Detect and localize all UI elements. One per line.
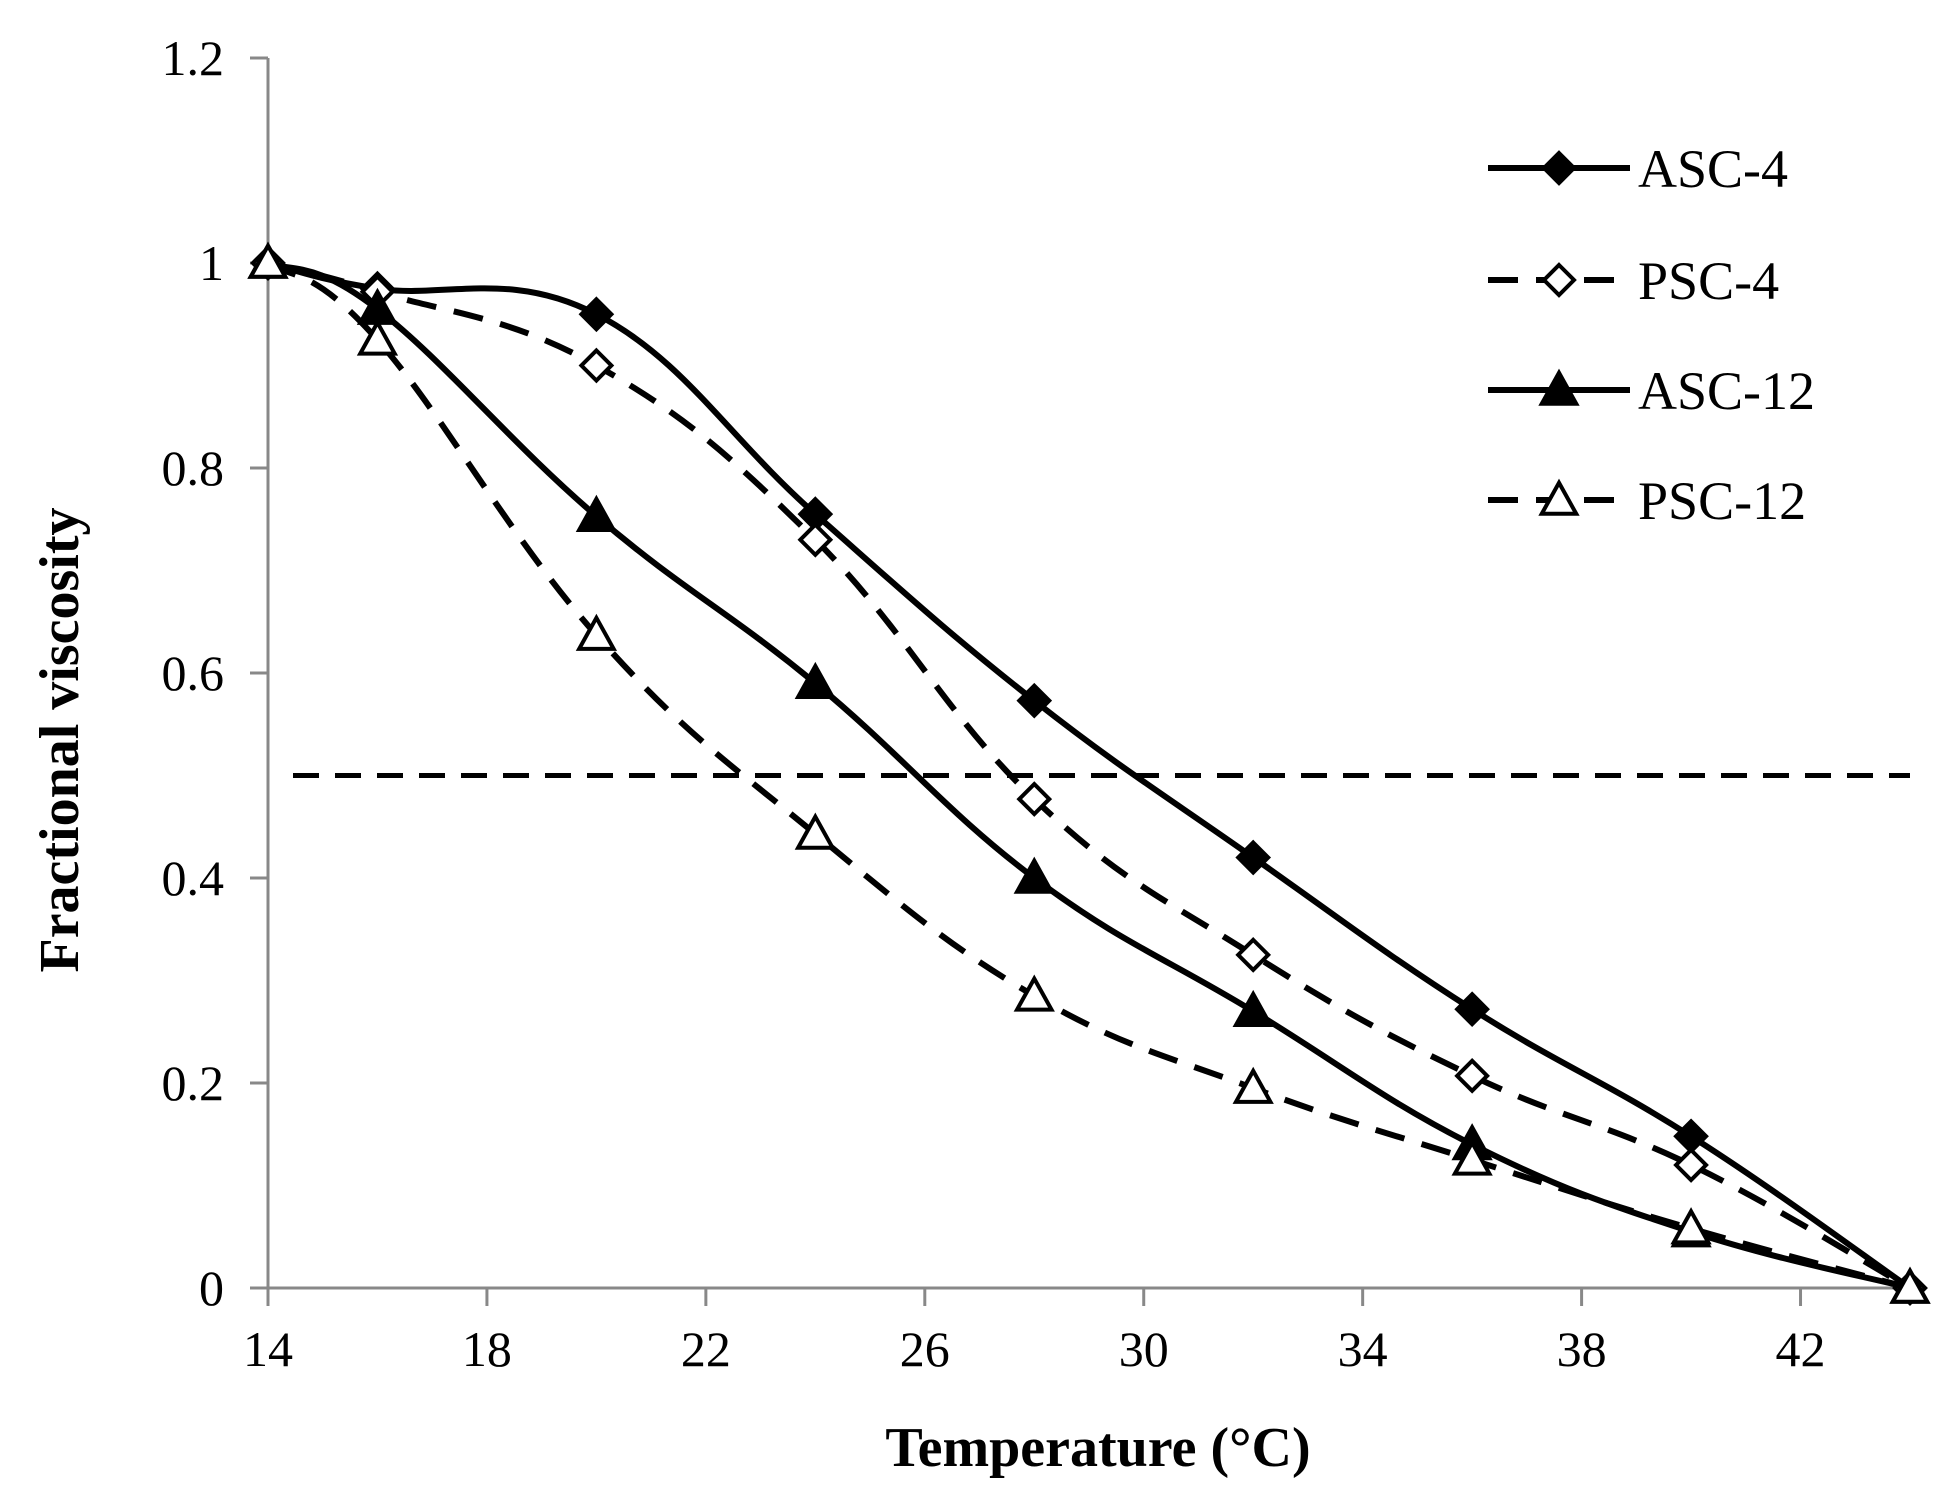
x-tick-label: 42	[1776, 1321, 1826, 1377]
data-point-psc-4	[1673, 1147, 1709, 1183]
legend-item-psc-4: PSC-4	[1488, 251, 1779, 311]
data-point-psc-12	[1670, 1207, 1712, 1245]
data-point-asc-4	[1673, 1118, 1709, 1155]
legend-label-psc-12: PSC-12	[1638, 471, 1806, 531]
legend-label-psc-4: PSC-4	[1638, 251, 1779, 311]
legend: ASC-4 PSC-4 ASC-12 PSC-12	[1488, 139, 1815, 531]
data-point-psc-4	[1235, 937, 1272, 973]
data-point-psc-12	[794, 812, 836, 850]
legend-label-asc-12: ASC-12	[1638, 361, 1815, 421]
y-tick-label: 0.4	[162, 850, 225, 906]
legend-marker-psc-12	[1538, 478, 1580, 516]
data-point-psc-4	[1016, 781, 1053, 817]
legend-item-psc-12: PSC-12	[1488, 471, 1806, 531]
x-tick-label: 26	[900, 1321, 950, 1377]
x-tick-label: 34	[1338, 1321, 1388, 1377]
series-psc-12	[247, 241, 1931, 1304]
x-tick-label: 30	[1119, 1321, 1169, 1377]
x-tick-label: 38	[1557, 1321, 1607, 1377]
data-point-asc-12	[1232, 989, 1274, 1028]
data-point-asc-12	[1013, 856, 1055, 894]
data-point-psc-4	[578, 347, 615, 384]
data-point-asc-12	[794, 661, 836, 700]
legend-marker-asc-12	[1538, 368, 1580, 406]
series-line-psc-12	[266, 260, 1911, 1291]
data-point-psc-12	[356, 318, 399, 356]
x-tick-label: 18	[462, 1321, 512, 1377]
series-line-asc-4	[267, 260, 1912, 1291]
legend-item-asc-12: ASC-12	[1488, 361, 1815, 421]
x-tick-label: 14	[243, 1321, 293, 1377]
data-point-psc-12	[1889, 1266, 1931, 1304]
data-point-asc-4	[578, 296, 615, 333]
y-tick-label: 1.2	[162, 30, 225, 86]
data-point-asc-4	[1235, 839, 1272, 876]
y-tick-label: 0	[199, 1260, 224, 1316]
y-axis-title: Fractional viscosity	[29, 507, 91, 972]
y-tick-label: 0.8	[162, 440, 225, 496]
data-point-asc-12	[575, 494, 618, 532]
data-point-asc-4	[1454, 991, 1490, 1028]
data-point-psc-4	[1454, 1057, 1490, 1094]
data-point-psc-12	[1232, 1066, 1274, 1104]
data-point-psc-12	[1013, 974, 1055, 1012]
y-tick-label: 0.6	[162, 645, 225, 701]
series-group	[247, 241, 1931, 1306]
data-point-asc-4	[1016, 682, 1053, 719]
x-axis-title: Temperature (°C)	[885, 1417, 1310, 1479]
data-point-psc-12	[1451, 1138, 1493, 1176]
legend-label-asc-4: ASC-4	[1638, 139, 1788, 199]
legend-marker-asc-4	[1541, 150, 1577, 186]
legend-item-asc-4: ASC-4	[1488, 139, 1788, 199]
data-point-psc-4	[797, 521, 834, 558]
data-point-psc-12	[247, 241, 289, 279]
legend-marker-psc-4	[1541, 262, 1577, 298]
x-tick-label: 22	[681, 1321, 731, 1377]
data-point-psc-12	[575, 613, 618, 651]
y-tick-label: 0.2	[162, 1055, 225, 1111]
y-tick-label: 1	[199, 235, 224, 291]
